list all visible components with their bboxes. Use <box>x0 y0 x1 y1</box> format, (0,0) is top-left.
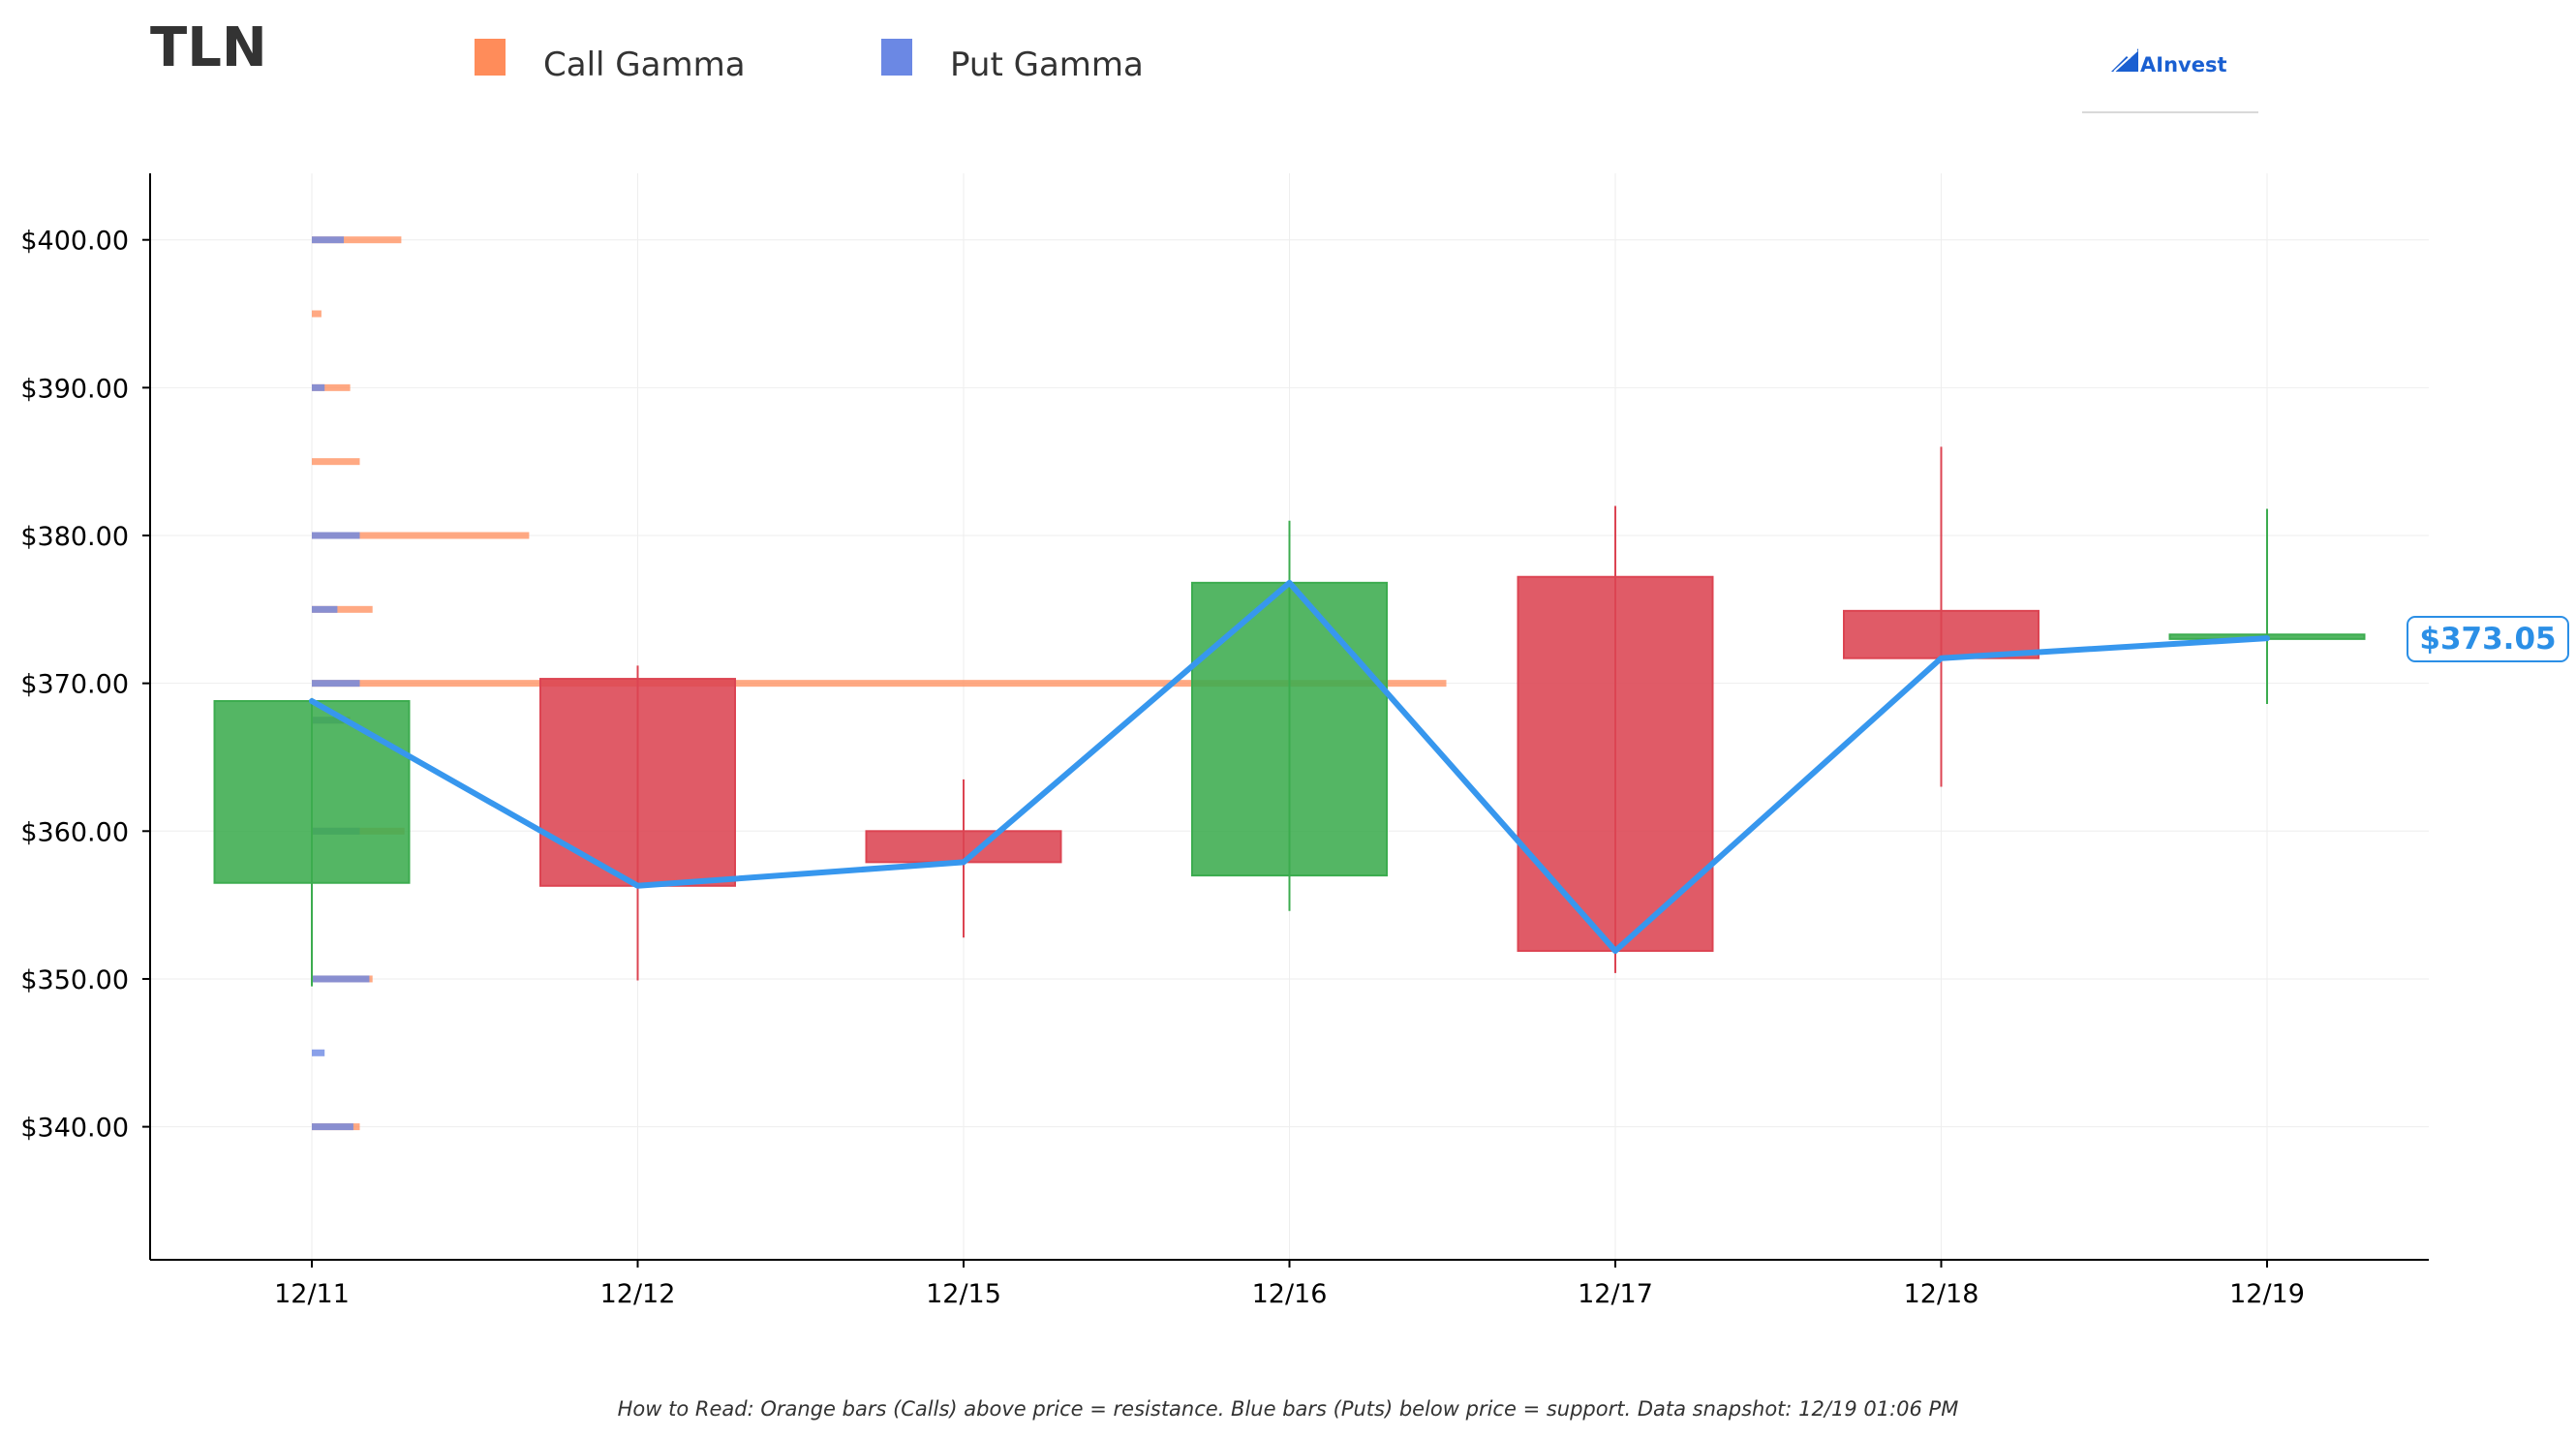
put-gamma-bar <box>312 680 360 688</box>
put-gamma-bar <box>312 605 338 613</box>
call-gamma-bar <box>312 532 530 539</box>
put-gamma-bar <box>312 532 360 539</box>
chart-footnote: How to Read: Orange bars (Calls) above p… <box>618 1397 1959 1421</box>
y-tick-label: $360.00 <box>20 817 129 847</box>
put-gamma-bar <box>312 1123 353 1131</box>
y-tick-label: $380.00 <box>20 522 129 552</box>
call-gamma-bar <box>312 383 351 391</box>
candle-body <box>865 830 1062 864</box>
y-tick-label: $340.00 <box>20 1114 129 1144</box>
candlestick <box>1191 520 1388 911</box>
call-gamma-bar <box>312 310 322 318</box>
y-tick-label: $370.00 <box>20 670 129 700</box>
candle-body <box>1517 575 1714 952</box>
candle-body <box>539 678 736 887</box>
call-gamma-bar <box>312 680 1447 688</box>
price-line <box>309 579 2270 954</box>
x-tick-label: 12/19 <box>2229 1279 2305 1309</box>
brand-name: AInvest <box>2140 53 2227 76</box>
candlestick <box>539 665 736 981</box>
put-gamma-bar <box>312 975 370 983</box>
legend-put-swatch <box>881 39 912 76</box>
candlestick <box>1517 505 1714 973</box>
put-gamma-bar <box>312 236 344 244</box>
put-gamma-bar <box>312 1049 325 1056</box>
x-tick-label: 12/12 <box>600 1279 676 1309</box>
y-tick-label: $390.00 <box>20 374 129 404</box>
candle-body <box>1843 609 2039 659</box>
x-tick-label: 12/17 <box>1578 1279 1653 1309</box>
x-tick-label: 12/16 <box>1252 1279 1328 1309</box>
candlestick <box>1843 446 2039 787</box>
chart-title: TLN <box>150 16 267 79</box>
candlestick <box>865 779 1062 938</box>
call-gamma-bar <box>312 458 360 466</box>
candle-body <box>213 699 411 884</box>
current-price-box <box>2407 616 2569 662</box>
x-tick-label: 12/18 <box>1904 1279 1979 1309</box>
call-gamma-bar <box>312 236 402 244</box>
call-gamma-bar <box>312 605 373 613</box>
candle-body <box>1191 581 1388 877</box>
legend-call-label: Call Gamma <box>543 46 746 84</box>
candlestick <box>2168 508 2366 705</box>
current-price-label: $373.05 <box>2419 622 2556 657</box>
y-tick-label: $350.00 <box>20 965 129 995</box>
legend-call-swatch <box>475 39 506 76</box>
x-tick-label: 12/11 <box>274 1279 350 1309</box>
x-tick-label: 12/15 <box>926 1279 1001 1309</box>
legend-put-label: Put Gamma <box>950 46 1144 84</box>
ainvest-logo-icon <box>2111 48 2138 73</box>
y-tick-label: $400.00 <box>20 227 129 257</box>
put-gamma-bar <box>312 383 325 391</box>
